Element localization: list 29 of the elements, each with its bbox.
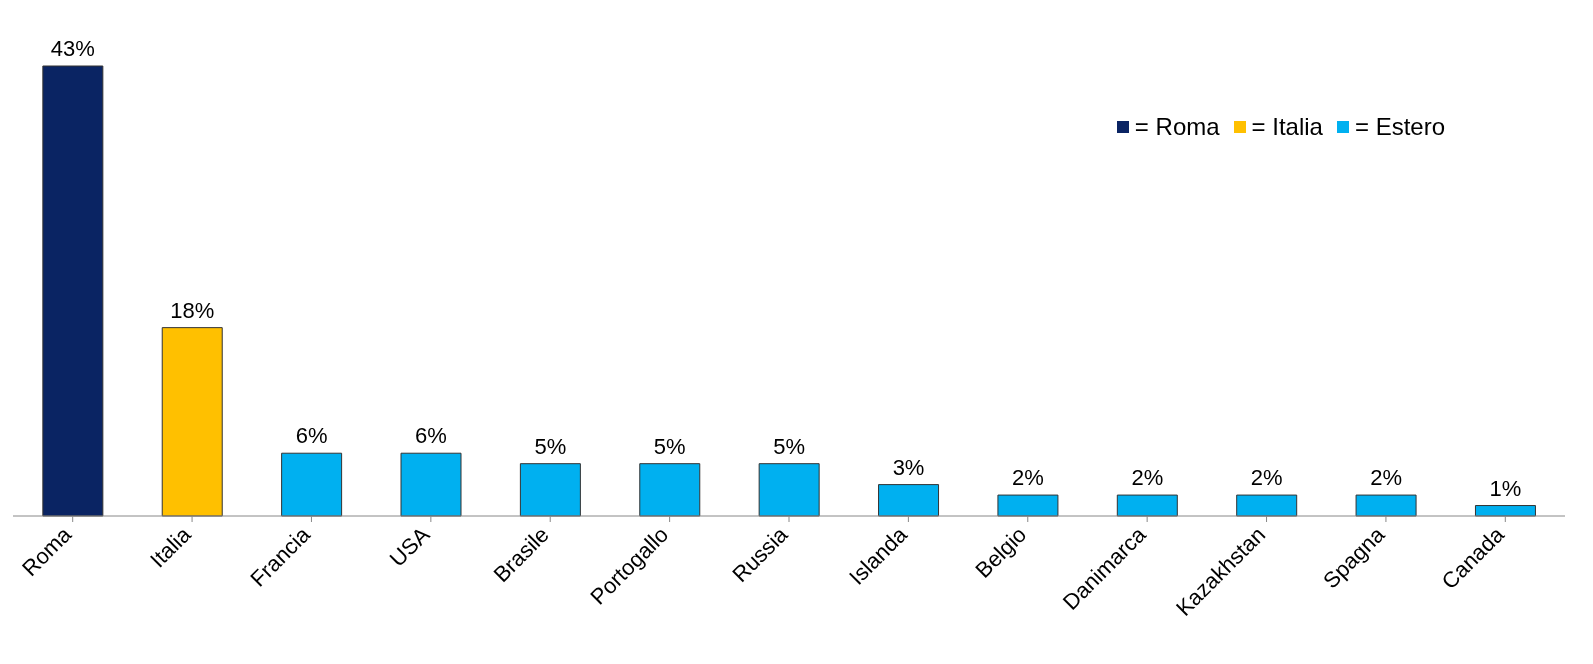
x-tick-label: USA <box>384 521 435 572</box>
data-label: 1% <box>1489 475 1522 501</box>
legend-label: = Estero <box>1353 113 1445 141</box>
data-label: 3% <box>892 454 925 480</box>
data-label: 6% <box>415 423 447 449</box>
bar <box>42 65 104 517</box>
data-label: 6% <box>295 423 328 449</box>
bar <box>1116 494 1178 517</box>
data-label: 18% <box>170 297 215 323</box>
bar <box>519 463 581 517</box>
bar <box>281 452 343 517</box>
data-label: 5% <box>773 433 806 459</box>
bar <box>1236 494 1298 517</box>
bar <box>878 484 940 517</box>
data-label: 2% <box>1370 465 1402 491</box>
bar <box>161 327 223 517</box>
legend-label: = Roma <box>1133 113 1220 141</box>
bar <box>639 463 701 517</box>
bar <box>997 494 1059 517</box>
data-label: 5% <box>534 433 567 459</box>
bar <box>400 452 462 517</box>
data-label: 2% <box>1250 465 1283 491</box>
legend-label: = Italia <box>1250 113 1323 141</box>
bar <box>1355 494 1417 517</box>
data-label: 2% <box>1012 465 1044 491</box>
data-label: 5% <box>653 433 686 459</box>
data-label: 43% <box>50 36 95 61</box>
data-label: 2% <box>1131 465 1164 491</box>
bar <box>758 463 820 517</box>
